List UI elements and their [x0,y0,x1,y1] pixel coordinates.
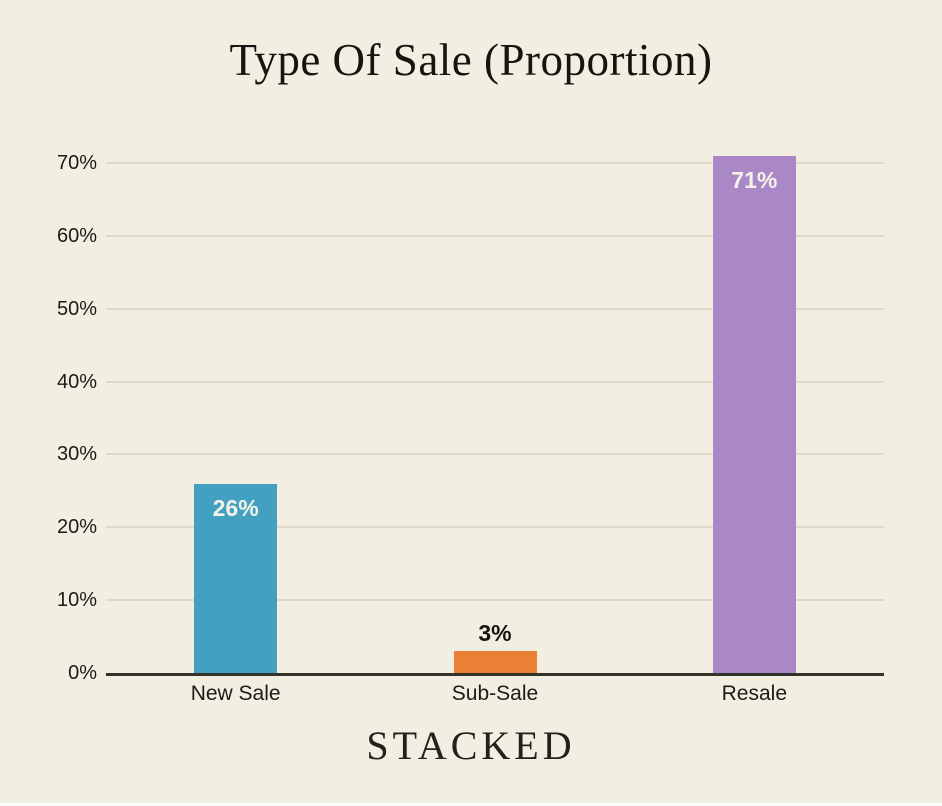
y-axis-tick-label: 70% [56,152,97,174]
gridline-40 [106,380,884,383]
y-axis-tick-label: 30% [56,443,97,466]
gridline-60 [106,234,884,237]
bar-value-label: 71% [731,166,778,193]
stacked-brand-wordmark: STACKED [366,723,576,768]
chart-title: Type Of Sale (Proportion) [229,35,713,85]
gridline-30 [106,453,884,456]
bar-resale [712,155,796,673]
x-axis-category-label: Resale [721,682,788,705]
bar-new-sale [194,483,278,673]
y-axis-tick-label: 10% [56,589,97,612]
gridline-70 [106,162,884,164]
bar-value-label: 26% [212,494,259,521]
gridline-10 [106,599,884,602]
gridline-50 [106,307,884,310]
bar-value-label: 3% [478,620,512,647]
gridline-20 [106,526,884,529]
y-axis-tick-label: 0% [68,662,97,684]
bottom-edge-strip [0,803,942,806]
x-axis-category-label: New Sale [190,682,281,705]
x-axis-line [106,673,884,676]
y-axis-tick-label: 60% [56,224,97,247]
y-axis-tick-label: 40% [56,370,97,393]
y-axis-tick-label: 20% [56,516,97,539]
x-axis-category-label: Sub-Sale [451,682,539,705]
y-axis-tick-label: 50% [56,297,97,320]
bar-sub-sale [453,651,537,673]
